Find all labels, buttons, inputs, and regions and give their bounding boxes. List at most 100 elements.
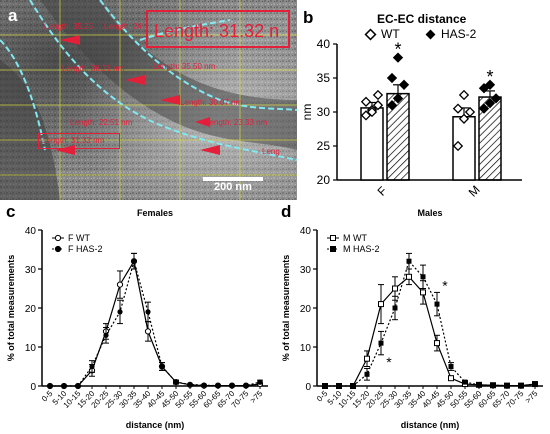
y-tick-label: 10 [25,343,37,354]
data-point [484,79,496,90]
legend-label-wt: WT [381,27,400,41]
x-axis-label: distance (nm) [126,420,185,430]
data-point [518,383,524,389]
chart-title: Males [417,208,442,218]
data-point [478,103,490,114]
data-point [229,383,235,389]
data-point [366,106,378,118]
y-tick-label: 40 [317,37,331,51]
data-point [47,383,53,389]
legend-label: M WT [343,233,367,243]
data-point [89,363,95,370]
data-point [448,364,454,369]
legend-marker-has2 [425,29,436,40]
data-point [201,382,207,388]
panel-label-d: d [281,202,292,221]
data-point [464,106,476,118]
x-tick-label: >75 [523,389,539,405]
data-point [452,103,464,114]
category-label: M [466,183,483,200]
data-point [243,383,249,389]
legend-label: F HAS-2 [68,244,103,254]
y-axis-label: nm [300,104,314,121]
data-point [187,381,193,388]
data-point [386,100,398,111]
data-point [532,381,538,387]
males-chart-panel: d Males 0 10 20 30 40% of total measurements 0… [275,200,550,434]
data-point [322,383,328,389]
data-point [372,100,384,111]
panel-label-a: a [8,6,18,25]
data-point [364,371,370,377]
y-axis-label: % of total measurements [281,255,291,362]
data-point [392,285,398,292]
length-callout: Length: 31.32 n [146,10,290,48]
data-point [458,113,470,124]
data-point [215,383,221,389]
data-point [504,383,510,389]
significance-star: * [442,277,448,293]
length-annotation: Length: 24 [104,22,142,31]
data-point [392,93,404,104]
legend-marker [54,245,62,253]
legend-label-has2: HAS-2 [441,27,477,41]
scalebar [203,177,263,181]
data-point [350,383,356,389]
length-annotation: Length: 23.33 nm [205,118,268,127]
length-annotation: Length: 31.32 nm [42,136,105,145]
scalebar-label: 200 nm [214,181,252,193]
data-point [484,97,496,109]
length-annotation: Length: 36.21 nm [62,64,125,73]
micrograph-image [0,0,297,200]
x-axis-label: distance (nm) [401,420,460,430]
data-point [378,301,384,308]
y-tick-label: 40 [300,226,312,237]
length-box [38,133,120,149]
data-point [103,332,109,338]
data-point [336,383,342,389]
legend-label: M HAS-2 [343,244,380,254]
bar-chart-panel: b EC-EC distance 20 25 30 35 40 nm WT HAS-2 * F * M [297,0,550,200]
legend-marker [330,246,336,252]
data-point [458,89,470,101]
length-annotation: Leng [262,147,280,156]
data-point [392,52,404,63]
chart-title: EC-EC distance [377,12,467,26]
data-point [392,305,398,311]
y-tick-label: 40 [25,226,37,237]
length-annotation: Length: 22.51 nm [70,118,133,127]
micrograph-panel: a Length: 31.32 n Length: 35.25 Length: … [0,0,297,200]
length-annotation: Length: 35.50 nm [153,62,216,71]
data-point [448,375,454,382]
x-tick-label: >75 [248,389,264,405]
data-point [159,363,165,370]
data-point [144,328,152,335]
data-point [490,93,502,104]
data-point [75,383,81,389]
legend-marker [330,235,336,241]
y-tick-label: 30 [317,105,331,119]
legend-label: F WT [68,233,90,243]
y-tick-label: 20 [300,304,312,315]
data-point [145,309,151,315]
data-point [131,258,137,264]
y-tick-label: 35 [317,71,331,85]
data-point [490,382,496,388]
data-point [434,301,440,307]
category-label: F [375,184,390,199]
series-line [325,260,536,387]
significance-star: * [486,67,493,87]
significance-star: * [394,40,401,60]
data-point [378,340,384,346]
data-point [462,379,468,385]
data-point [406,273,412,280]
data-point [476,382,482,388]
panel-label-b: b [303,8,314,27]
data-point [173,379,179,385]
data-point [61,383,67,389]
legend-marker-wt [364,28,377,41]
data-point [360,96,372,107]
data-point [452,140,464,152]
y-tick-label: 20 [317,173,331,187]
